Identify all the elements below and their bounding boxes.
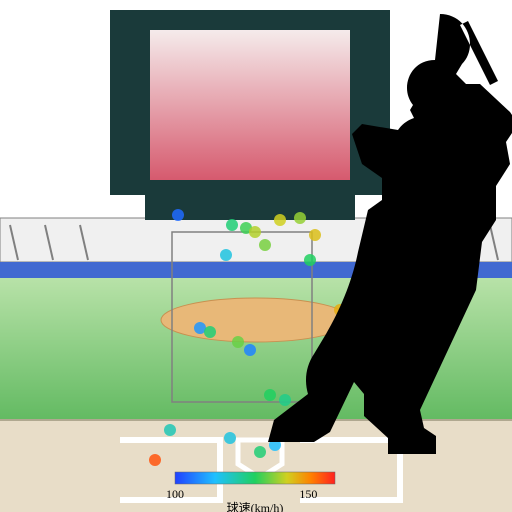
scoreboard-screen: [150, 30, 350, 180]
pitch-marker: [259, 239, 271, 251]
pitch-marker: [204, 326, 216, 338]
pitch-marker: [220, 249, 232, 261]
pitch-marker: [232, 336, 244, 348]
pitch-marker: [164, 424, 176, 436]
pitch-marker: [279, 394, 291, 406]
pitch-marker: [244, 344, 256, 356]
speed-legend-bar: [175, 472, 335, 484]
legend-tick: 100: [166, 487, 184, 501]
pitch-marker: [224, 432, 236, 444]
pitch-marker: [304, 254, 316, 266]
legend-tick: 150: [299, 487, 317, 501]
pitch-marker: [309, 229, 321, 241]
pitch-marker: [264, 389, 276, 401]
pitch-marker: [254, 446, 266, 458]
pitch-marker: [149, 454, 161, 466]
legend-label: 球速(km/h): [227, 501, 284, 512]
pitch-marker: [172, 209, 184, 221]
home-plate-dirt: [0, 420, 512, 512]
pitch-marker: [226, 219, 238, 231]
pitch-marker: [294, 212, 306, 224]
pitch-marker: [249, 226, 261, 238]
pitch-location-chart: 100 150 球速(km/h): [0, 0, 512, 512]
pitch-marker: [274, 214, 286, 226]
infield-dirt: [161, 298, 351, 342]
